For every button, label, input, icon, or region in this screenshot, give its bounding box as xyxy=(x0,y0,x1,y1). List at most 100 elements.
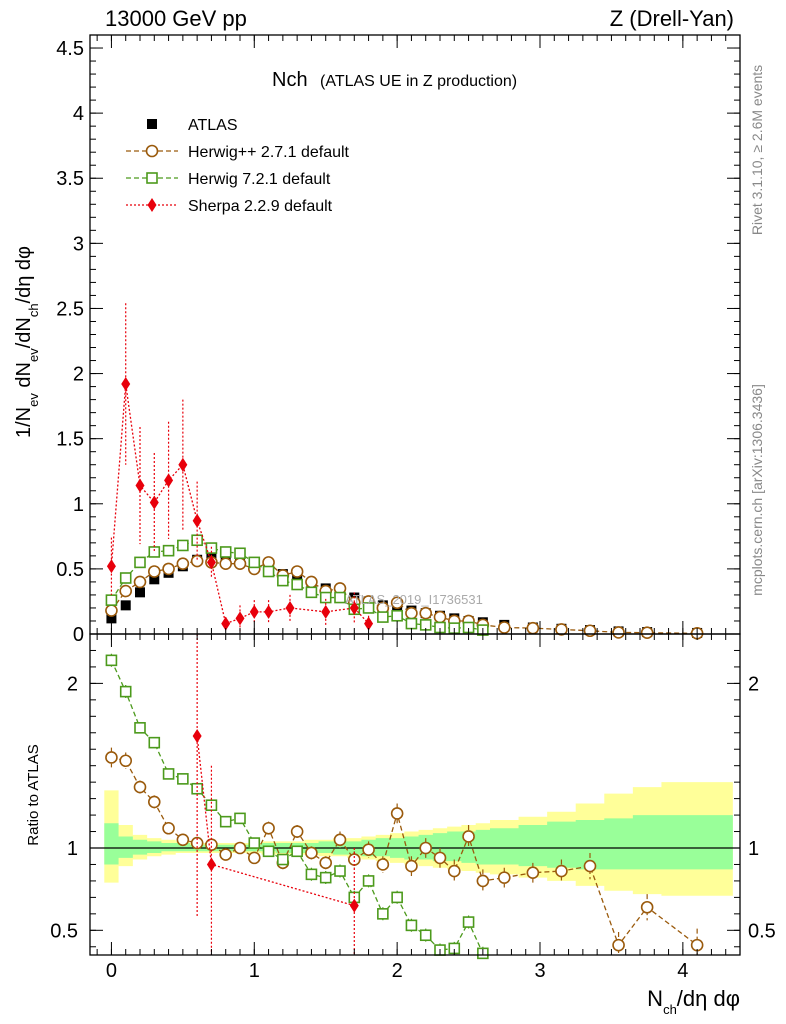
main-point xyxy=(234,547,246,560)
ratio-plot-frame xyxy=(89,633,741,956)
main-point xyxy=(419,606,433,620)
main-point xyxy=(497,621,511,634)
main-series-sherpa-2-2-9-default xyxy=(106,303,374,632)
ratio-point xyxy=(419,841,433,855)
ratio-y-tick-label-right: 2 xyxy=(748,673,759,695)
x-tick-label: 2 xyxy=(392,960,403,982)
main-point xyxy=(285,600,295,615)
ratio-point xyxy=(147,795,161,809)
series-layer xyxy=(105,303,704,960)
ratio-y-axis-label: Ratio to ATLAS xyxy=(25,744,42,845)
ratio-point xyxy=(162,768,175,780)
main-point xyxy=(405,617,418,630)
main-y-axis-label: 1/Nev dNev/dNch/dη dφ xyxy=(13,246,41,438)
ratio-point xyxy=(305,868,318,881)
main-point xyxy=(105,594,118,606)
main-point xyxy=(248,556,261,569)
ratio-point xyxy=(377,908,389,920)
main-point xyxy=(305,586,318,599)
ratio-point xyxy=(433,851,447,865)
main-y-tick-label: 3 xyxy=(73,233,84,255)
main-point xyxy=(364,616,374,631)
main-point xyxy=(233,557,247,570)
header-energy: 13000 GeV pp xyxy=(105,6,247,31)
main-y-tick-label: 4 xyxy=(73,103,84,125)
ratio-point xyxy=(290,825,304,838)
ratio-point xyxy=(333,833,347,847)
main-point xyxy=(291,578,303,591)
plot-title-sub: (ATLAS UE in Z production) xyxy=(320,73,517,90)
main-point xyxy=(377,611,389,623)
legend-label: ATLAS xyxy=(188,117,238,134)
ratio-point xyxy=(526,866,540,879)
main-y-tick-label: 0 xyxy=(73,624,84,646)
mcplots-label: mcplots.cern.ch [arXiv:1306.3436] xyxy=(749,384,765,596)
main-point xyxy=(277,574,289,587)
main-point xyxy=(177,539,189,552)
ratio-point xyxy=(391,891,403,904)
main-y-tick-label: 2 xyxy=(73,364,84,386)
ratio-point xyxy=(419,929,432,942)
ratio-point xyxy=(133,780,147,794)
ratio-point xyxy=(319,856,333,870)
ratio-point xyxy=(277,853,289,866)
main-y-tick-label: 0.5 xyxy=(56,559,84,581)
ratio-point xyxy=(291,845,303,858)
ratio-point xyxy=(497,871,511,884)
ratio-point xyxy=(362,875,375,887)
main-point xyxy=(106,559,116,574)
main-point xyxy=(119,572,132,584)
ratio-y-tick-label-right: 1 xyxy=(748,838,759,860)
legend-label: Herwig 7.2.1 default xyxy=(188,171,331,188)
ratio-series-herwig-2-7-1-default xyxy=(105,747,704,955)
legend-marker xyxy=(145,144,159,158)
ratio-point xyxy=(119,685,132,698)
main-point xyxy=(391,609,403,622)
ratio-point xyxy=(148,736,161,749)
ratio-point xyxy=(191,782,203,795)
main-point xyxy=(149,574,160,585)
ratio-point xyxy=(177,773,189,785)
ratio-point xyxy=(319,871,332,884)
main-point xyxy=(162,562,175,576)
main-point xyxy=(134,556,146,569)
main-y-tick-label: 1.5 xyxy=(56,429,84,451)
main-point xyxy=(178,457,188,472)
main-point xyxy=(390,596,404,610)
main-point xyxy=(305,575,318,589)
main-point xyxy=(219,557,233,570)
ratio-point xyxy=(347,853,361,866)
ratio-point xyxy=(248,837,261,849)
main-point xyxy=(191,534,203,547)
ratio-point xyxy=(555,864,568,878)
main-point xyxy=(192,513,202,528)
main-point xyxy=(292,573,303,584)
ratio-series-herwig-7-2-1-default xyxy=(105,653,489,960)
plot-title-main: Nch xyxy=(272,69,308,91)
x-tick-label: 4 xyxy=(677,960,688,982)
main-point xyxy=(105,604,118,617)
ratio-point xyxy=(234,812,246,825)
main-point xyxy=(290,565,304,578)
legend-marker xyxy=(147,198,157,212)
main-point xyxy=(206,555,216,570)
ratio-point xyxy=(612,938,625,952)
main-point xyxy=(135,478,145,493)
ratio-point xyxy=(376,858,390,871)
main-point xyxy=(135,587,145,598)
main-point xyxy=(321,604,331,619)
ratio-point xyxy=(405,859,418,873)
main-series-herwig-7-2-1-default xyxy=(105,534,489,636)
main-point xyxy=(147,565,161,578)
legend-label: Herwig++ 2.7.1 default xyxy=(188,144,350,161)
main-point xyxy=(190,554,204,568)
main-point xyxy=(640,626,654,639)
main-point xyxy=(362,602,375,614)
main-line-sherpa-2-2-9-default xyxy=(110,383,370,625)
legend-entry: Herwig++ 2.7.1 default xyxy=(126,144,350,161)
ratio-point xyxy=(262,845,275,858)
band-inner xyxy=(104,815,733,870)
main-point xyxy=(264,604,274,619)
main-point xyxy=(133,575,147,589)
